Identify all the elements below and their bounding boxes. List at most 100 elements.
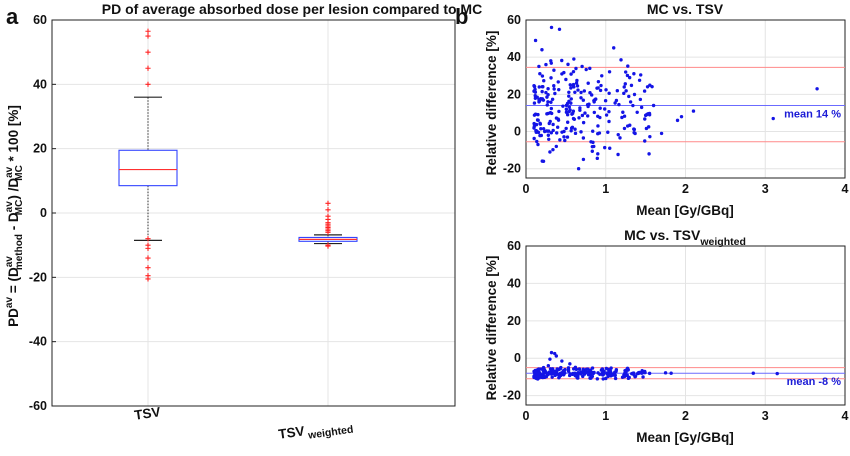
data-point xyxy=(532,113,537,117)
data-point xyxy=(596,114,600,118)
data-point xyxy=(599,83,603,88)
data-point xyxy=(549,76,553,80)
data-point xyxy=(552,87,556,91)
data-point xyxy=(536,142,540,147)
data-point xyxy=(551,147,555,152)
outlier-marker xyxy=(145,81,151,87)
data-point xyxy=(580,113,585,118)
data-point xyxy=(603,107,607,111)
data-point xyxy=(578,108,582,112)
y-tick-label: 60 xyxy=(507,13,521,27)
data-point xyxy=(569,72,573,76)
data-point xyxy=(536,367,541,371)
data-point xyxy=(550,375,554,379)
data-point xyxy=(586,81,590,85)
data-point xyxy=(540,74,545,78)
data-point xyxy=(623,70,628,74)
data-point xyxy=(533,38,538,43)
data-point xyxy=(598,372,602,376)
data-point xyxy=(573,90,577,95)
data-point xyxy=(627,375,631,380)
data-point xyxy=(571,69,576,74)
data-point xyxy=(602,371,606,375)
data-point xyxy=(574,81,579,85)
data-point xyxy=(545,112,549,116)
data-point xyxy=(663,371,668,375)
data-point xyxy=(537,64,541,69)
data-point xyxy=(590,144,595,149)
data-point xyxy=(569,129,573,133)
data-point xyxy=(585,114,590,118)
data-point xyxy=(566,62,570,67)
data-point xyxy=(571,82,576,87)
data-point xyxy=(549,61,553,65)
outlier-marker xyxy=(145,28,151,34)
data-point xyxy=(584,370,588,374)
y-tick-label: -20 xyxy=(503,162,521,176)
data-point xyxy=(544,90,548,95)
data-point xyxy=(642,89,647,93)
data-point xyxy=(629,83,634,88)
data-point xyxy=(583,111,587,115)
data-point xyxy=(533,87,537,92)
data-point xyxy=(549,100,553,104)
data-point xyxy=(643,139,647,143)
data-point xyxy=(605,371,610,375)
data-point xyxy=(641,375,645,379)
data-point xyxy=(541,98,546,102)
data-point xyxy=(631,103,635,108)
data-point xyxy=(623,82,627,86)
data-point xyxy=(588,376,592,380)
chart-title-b-bottom: MC vs. TSVweighted xyxy=(624,227,746,248)
data-point xyxy=(582,89,587,93)
data-point xyxy=(555,367,559,371)
x-tick-label: 3 xyxy=(762,409,769,423)
data-point xyxy=(532,101,537,105)
data-point xyxy=(613,101,617,105)
data-point xyxy=(571,367,576,371)
data-point xyxy=(545,103,549,107)
data-point xyxy=(565,101,570,106)
data-point xyxy=(607,70,612,74)
data-point xyxy=(567,109,571,114)
data-point xyxy=(544,62,548,67)
y-axis-label-b-bottom: Relative difference [%] xyxy=(484,256,499,401)
data-point xyxy=(607,91,611,96)
data-point xyxy=(534,128,538,133)
data-point xyxy=(581,374,585,379)
outlier-marker xyxy=(325,207,331,213)
data-point xyxy=(589,140,593,144)
data-point xyxy=(595,377,600,381)
x-tick-label: TSV xyxy=(133,404,161,423)
data-point xyxy=(639,105,644,110)
outlier-marker xyxy=(145,245,151,251)
data-point xyxy=(581,367,585,371)
data-point xyxy=(563,367,567,372)
data-point xyxy=(562,135,566,139)
data-point xyxy=(546,129,551,133)
data-point xyxy=(554,144,559,149)
data-point xyxy=(575,78,579,83)
boxplot-a: -60 -40 -20 0 20 40 60 TSV TSV weighted xyxy=(29,13,456,442)
data-point xyxy=(539,127,543,131)
y-tick-label: 0 xyxy=(40,206,47,220)
data-point xyxy=(564,77,568,82)
chart-title-b-top: MC vs. TSV xyxy=(647,1,724,17)
data-point xyxy=(638,97,643,102)
data-point xyxy=(604,376,608,381)
box-iqr xyxy=(118,149,178,187)
data-point xyxy=(542,366,546,371)
data-point xyxy=(603,98,608,103)
data-point xyxy=(771,116,775,121)
outlier-marker xyxy=(325,229,331,235)
data-point xyxy=(643,117,647,121)
data-point xyxy=(554,354,559,358)
y-tick-label: 0 xyxy=(514,125,521,139)
data-point xyxy=(595,86,599,90)
data-point xyxy=(647,111,652,116)
data-point xyxy=(565,135,570,139)
data-point xyxy=(546,364,551,368)
data-point xyxy=(546,86,550,91)
data-point xyxy=(546,93,550,97)
